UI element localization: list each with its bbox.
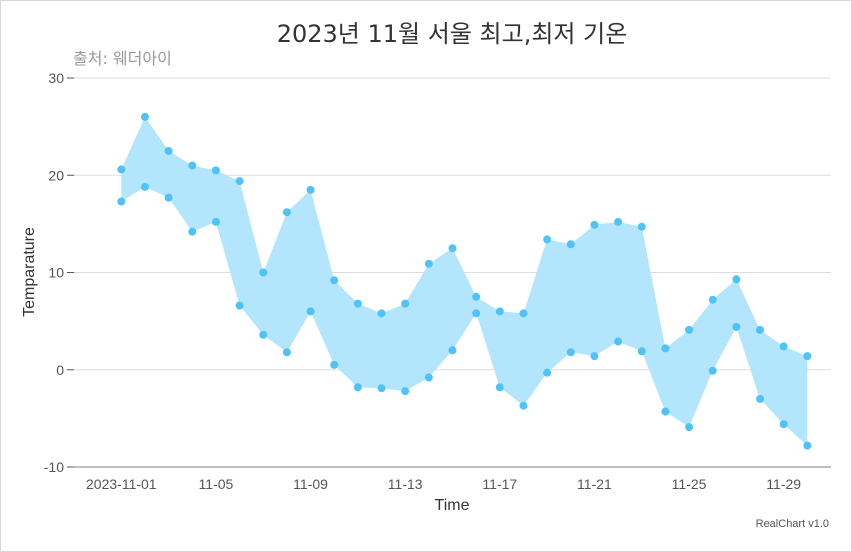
high-temp-point bbox=[259, 268, 268, 277]
high-temp-point bbox=[330, 276, 339, 285]
low-temp-point bbox=[590, 352, 599, 361]
y-tick-label: -10 bbox=[44, 459, 64, 475]
low-temp-point bbox=[685, 423, 694, 432]
high-temp-point bbox=[708, 295, 717, 304]
high-temp-point bbox=[140, 112, 149, 121]
low-temp-point bbox=[401, 387, 410, 396]
low-temp-point bbox=[282, 348, 291, 357]
high-temp-point bbox=[661, 344, 670, 353]
low-temp-point bbox=[235, 301, 244, 310]
low-temp-point bbox=[448, 346, 457, 355]
high-temp-point bbox=[472, 292, 481, 301]
low-temp-point bbox=[637, 347, 646, 356]
low-temp-point bbox=[306, 307, 315, 316]
low-temp-point bbox=[140, 182, 149, 191]
high-temp-point bbox=[543, 235, 552, 244]
low-temp-point bbox=[756, 394, 765, 403]
x-axis-title: Time bbox=[435, 497, 470, 514]
high-temp-point bbox=[353, 299, 362, 308]
low-temp-point bbox=[472, 309, 481, 318]
x-tick-label: 11-21 bbox=[577, 476, 612, 492]
low-temp-point bbox=[259, 330, 268, 339]
y-tick-label: 20 bbox=[48, 167, 64, 183]
credit-label: RealChart v1.0 bbox=[756, 518, 829, 530]
high-temp-point bbox=[637, 222, 646, 231]
high-temp-point bbox=[377, 309, 386, 318]
temperature-range-area bbox=[121, 116, 808, 446]
low-temp-point bbox=[495, 383, 504, 392]
x-tick-label: 11-13 bbox=[388, 476, 423, 492]
high-temp-point bbox=[732, 275, 741, 284]
high-temp-point bbox=[756, 325, 765, 334]
low-temp-point bbox=[117, 197, 126, 206]
low-temp-point bbox=[566, 348, 575, 357]
low-temp-point bbox=[708, 366, 717, 375]
y-axis-ticks: -10 0 10 20 30 bbox=[44, 70, 74, 475]
x-tick-label: 11-09 bbox=[293, 476, 328, 492]
low-temp-point bbox=[188, 227, 197, 236]
high-temp-point bbox=[566, 240, 575, 249]
data-markers bbox=[117, 112, 812, 450]
high-temp-point bbox=[685, 325, 694, 334]
y-tick-label: 30 bbox=[48, 70, 64, 86]
low-temp-point bbox=[614, 337, 623, 346]
low-temp-point bbox=[211, 217, 220, 226]
low-temp-point bbox=[543, 368, 552, 377]
low-temp-point bbox=[732, 322, 741, 331]
high-temp-point bbox=[614, 217, 623, 226]
y-tick-label: 10 bbox=[48, 265, 64, 281]
high-temp-point bbox=[188, 161, 197, 170]
x-tick-label: 2023-11-01 bbox=[86, 476, 157, 492]
high-temp-point bbox=[401, 299, 410, 308]
low-temp-point bbox=[424, 373, 433, 382]
low-temp-point bbox=[779, 420, 788, 429]
high-temp-point bbox=[519, 309, 528, 318]
x-tick-label: 11-05 bbox=[199, 476, 234, 492]
low-temp-point bbox=[803, 441, 812, 450]
low-temp-point bbox=[661, 407, 670, 416]
x-tick-label: 11-29 bbox=[766, 476, 801, 492]
high-temp-point bbox=[424, 259, 433, 268]
high-temp-point bbox=[495, 307, 504, 316]
low-temp-point bbox=[164, 193, 173, 202]
high-temp-point bbox=[306, 185, 315, 194]
high-temp-point bbox=[779, 342, 788, 351]
low-temp-point bbox=[353, 383, 362, 392]
high-temp-point bbox=[164, 146, 173, 155]
range-area bbox=[121, 116, 808, 446]
high-temp-point bbox=[117, 165, 126, 174]
x-tick-label: 11-17 bbox=[482, 476, 517, 492]
x-tick-label: 11-25 bbox=[672, 476, 707, 492]
low-temp-point bbox=[519, 401, 528, 410]
chart-subtitle: 출처: 웨더아이 bbox=[73, 49, 172, 68]
high-temp-point bbox=[448, 244, 457, 253]
chart-title: 2023년 11월 서울 최고,최저 기온 bbox=[277, 20, 628, 48]
high-temp-point bbox=[235, 177, 244, 186]
high-temp-point bbox=[211, 166, 220, 175]
low-temp-point bbox=[330, 360, 339, 369]
x-axis-ticks: 2023-11-01 11-05 11-09 11-13 11-17 11-21 11-25… bbox=[86, 476, 801, 492]
high-temp-point bbox=[590, 220, 599, 229]
y-tick-label: 0 bbox=[56, 362, 64, 378]
y-axis-title: Temparature bbox=[21, 227, 38, 317]
high-temp-point bbox=[803, 352, 812, 361]
low-temp-point bbox=[377, 384, 386, 393]
high-temp-point bbox=[282, 208, 291, 217]
